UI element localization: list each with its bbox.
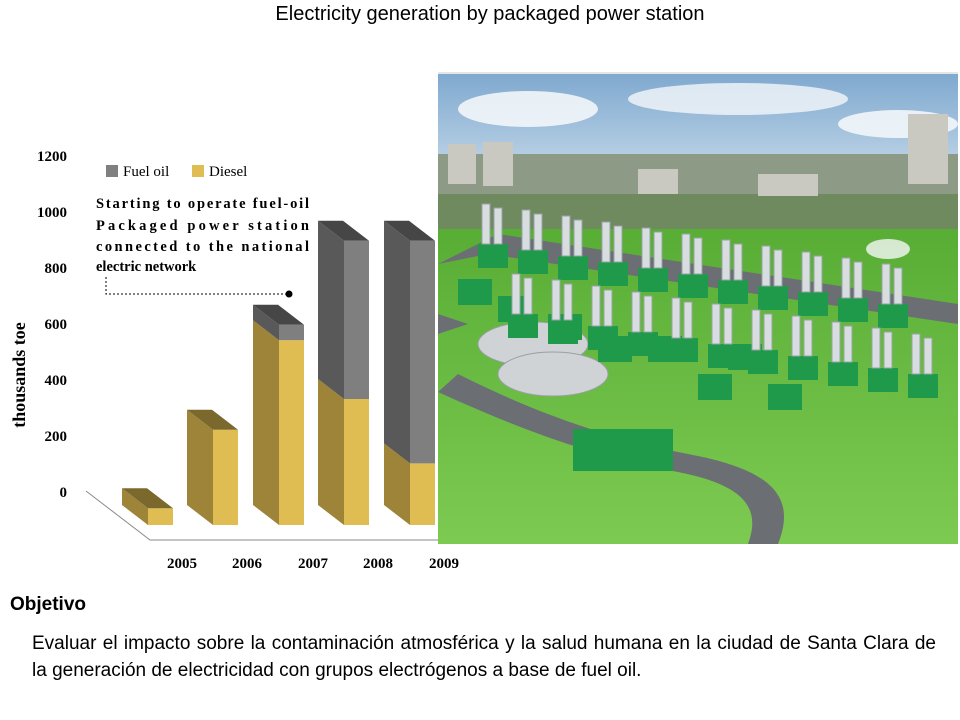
bar-top <box>187 409 238 430</box>
bar-side-fuel-oil <box>384 220 410 464</box>
legend-swatch <box>192 165 204 177</box>
legend-label: Fuel oil <box>123 164 169 180</box>
y-tick-label: 0 <box>60 485 68 501</box>
annotation: Starting to operate fuel-oil Packaged pow… <box>96 196 309 298</box>
x-tick-label: 2006 <box>232 556 263 572</box>
bar-segment-fuel-oil <box>344 240 369 399</box>
chart-floor <box>85 490 470 541</box>
objective-heading: Objetivo <box>10 594 87 615</box>
bar-side-fuel-oil <box>253 304 279 341</box>
annotation-leader <box>105 277 289 295</box>
bars <box>122 220 435 525</box>
annotation-line: connected to the national <box>96 239 309 255</box>
y-axis: 0 200 400 600 800 1000 1200 <box>37 149 67 501</box>
annotation-line: electric network <box>96 259 197 275</box>
annotation-line: Starting to operate fuel-oil <box>96 196 309 212</box>
bar-side-diesel <box>187 409 213 525</box>
bar-segment-fuel-oil <box>410 240 435 464</box>
bar-side-fuel-oil <box>318 220 344 399</box>
y-tick-label: 400 <box>45 373 68 389</box>
legend: Fuel oil Diesel <box>106 164 247 180</box>
y-tick-label: 800 <box>45 261 68 277</box>
bar-top <box>122 488 173 509</box>
power-plant-photo-icon <box>438 74 958 544</box>
y-tick-label: 600 <box>45 317 68 333</box>
bar-side-diesel <box>253 320 279 525</box>
x-tick-label: 2008 <box>363 556 393 572</box>
bar-side-diesel <box>122 488 148 525</box>
bar-2005 <box>122 488 173 525</box>
x-tick-label: 2005 <box>167 556 197 572</box>
bar-segment-diesel <box>148 508 173 525</box>
y-axis-label: thousands toe <box>9 322 29 428</box>
x-axis: 2005 2006 2007 2008 2009 <box>167 556 459 572</box>
legend-label: Diesel <box>209 164 247 180</box>
bar-segment-fuel-oil <box>279 324 304 341</box>
bar-segment-diesel <box>410 463 435 525</box>
bar-2007 <box>253 304 304 525</box>
slide-title: Electricity generation by packaged power… <box>275 3 705 25</box>
annotation-line: Packaged power station <box>96 218 309 234</box>
bar-2009 <box>384 220 435 525</box>
bar-segment-diesel <box>213 429 238 525</box>
x-tick-label: 2009 <box>429 556 459 572</box>
power-plant-photo <box>438 72 958 544</box>
x-tick-label: 2007 <box>298 556 329 572</box>
bar-segment-diesel <box>279 340 304 525</box>
bar-segment-diesel <box>344 399 369 525</box>
legend-swatch <box>106 165 118 177</box>
annotation-dot <box>285 290 293 298</box>
bar-2006 <box>187 409 238 525</box>
floor-edge <box>85 490 470 541</box>
bar-side-diesel <box>384 443 410 525</box>
bar-top <box>318 220 369 241</box>
bar-top <box>253 304 304 325</box>
bar-2008 <box>318 220 369 525</box>
objective-text: Evaluar el impacto sobre la contaminació… <box>32 633 936 681</box>
y-tick-label: 200 <box>45 429 68 445</box>
y-tick-label: 1000 <box>37 205 67 221</box>
bar-side-diesel <box>318 379 344 525</box>
y-tick-label: 1200 <box>37 149 67 165</box>
bar-top <box>384 220 435 241</box>
